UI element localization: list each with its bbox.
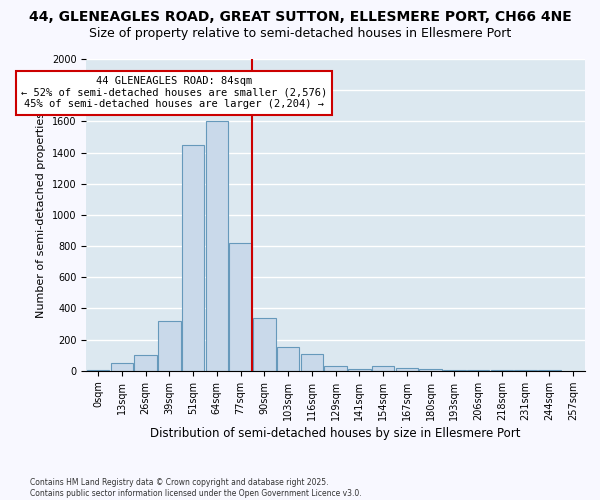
Bar — [491, 370, 513, 371]
Bar — [395, 368, 418, 371]
Bar — [110, 363, 133, 371]
Bar — [514, 370, 537, 371]
Bar — [206, 122, 228, 371]
Bar — [301, 354, 323, 371]
Y-axis label: Number of semi-detached properties: Number of semi-detached properties — [36, 112, 46, 318]
Bar — [229, 243, 252, 371]
Bar — [325, 366, 347, 371]
Bar — [348, 370, 371, 371]
Bar — [538, 370, 560, 371]
Bar — [372, 366, 394, 371]
Bar — [467, 370, 490, 371]
Text: Contains HM Land Registry data © Crown copyright and database right 2025.
Contai: Contains HM Land Registry data © Crown c… — [30, 478, 362, 498]
Bar — [253, 318, 275, 371]
Text: 44, GLENEAGLES ROAD, GREAT SUTTON, ELLESMERE PORT, CH66 4NE: 44, GLENEAGLES ROAD, GREAT SUTTON, ELLES… — [29, 10, 571, 24]
Bar — [182, 145, 205, 371]
Bar — [443, 370, 466, 371]
Text: 44 GLENEAGLES ROAD: 84sqm
← 52% of semi-detached houses are smaller (2,576)
45% : 44 GLENEAGLES ROAD: 84sqm ← 52% of semi-… — [21, 76, 327, 110]
Bar — [158, 321, 181, 371]
Bar — [87, 370, 109, 371]
Bar — [134, 355, 157, 371]
X-axis label: Distribution of semi-detached houses by size in Ellesmere Port: Distribution of semi-detached houses by … — [151, 427, 521, 440]
Bar — [277, 348, 299, 371]
Bar — [419, 370, 442, 371]
Text: Size of property relative to semi-detached houses in Ellesmere Port: Size of property relative to semi-detach… — [89, 28, 511, 40]
